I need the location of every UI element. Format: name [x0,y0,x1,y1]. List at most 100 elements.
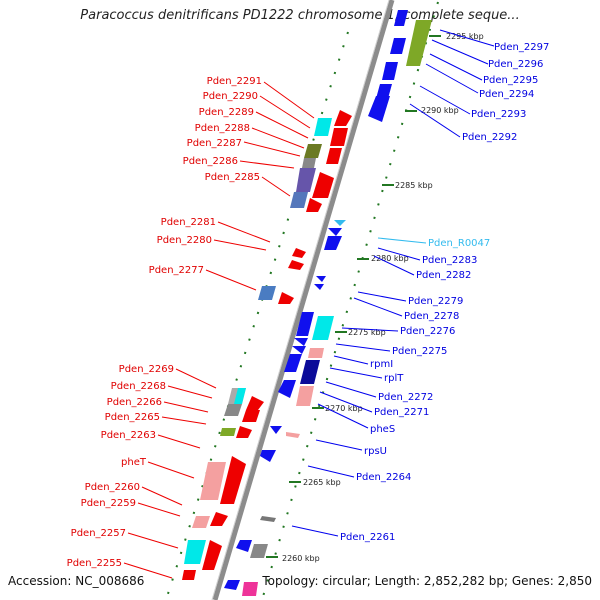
gene-block[interactable] [304,144,322,158]
gene-label-right[interactable]: Pden_2278 [404,311,459,322]
gene-block[interactable] [286,432,300,438]
connector [251,127,305,149]
gene-label-right[interactable]: Pden_2271 [374,407,429,418]
gene-label-rna[interactable]: Pden_R0047 [428,238,490,249]
gene-label-right[interactable]: rpsU [364,446,387,457]
gene-arrow[interactable] [236,426,252,438]
gene-label-right[interactable]: Pden_2297 [494,42,549,53]
gene-arrow[interactable] [224,580,240,590]
gene-block[interactable] [284,354,302,372]
gene-block[interactable] [182,570,196,580]
gene-block[interactable] [296,386,314,406]
gene-block[interactable] [382,62,398,80]
gene-arrow[interactable] [292,346,306,354]
gene-label-left[interactable]: Pden_2286 [183,156,238,167]
gene-label-right[interactable]: Pden_2283 [422,255,477,266]
gene-arrow[interactable] [294,338,308,346]
gene-block[interactable] [296,312,314,336]
gene-label-left[interactable]: Pden_2260 [85,482,140,493]
gene-arrow[interactable] [312,172,334,198]
gene-arrow[interactable] [260,450,276,462]
gene-label-left[interactable]: Pden_2287 [187,138,242,149]
gene-block[interactable] [330,128,348,146]
gene-arrow[interactable] [328,228,342,236]
gene-label-right[interactable]: Pden_2275 [392,346,447,357]
connector [333,355,369,365]
gene-block[interactable] [324,236,342,250]
gene-arrow[interactable] [246,396,264,410]
gene-label-right[interactable]: Pden_2261 [340,532,395,543]
gene-arrow[interactable] [288,260,304,270]
gene-arrow[interactable] [314,284,324,290]
gene-block[interactable] [394,10,408,26]
gene-block[interactable] [192,516,210,528]
gene-block[interactable] [290,192,308,208]
gene-arrow[interactable] [202,540,222,570]
gene-block[interactable] [390,38,406,54]
gene-label-left[interactable]: Pden_2266 [107,397,162,408]
gene-block[interactable] [308,348,324,358]
gene-block[interactable] [326,148,342,164]
gene-label-left[interactable]: Pden_2289 [199,107,254,118]
gene-label-left[interactable]: Pden_2290 [203,91,258,102]
gene-arrow[interactable] [220,456,246,504]
gene-block[interactable] [258,286,276,300]
gene-label-left[interactable]: Pden_2269 [119,364,174,375]
connector [259,95,311,129]
gene-block[interactable] [314,118,332,136]
gene-label-left[interactable]: Pden_2257 [71,528,126,539]
gene-label-right[interactable]: Pden_2279 [408,296,463,307]
gene-label-left[interactable]: Pden_2285 [205,172,260,183]
gene-label-left[interactable]: Pden_2291 [207,76,262,87]
gene-label-right[interactable]: Pden_2264 [356,472,411,483]
gene-block[interactable] [406,20,432,66]
rna-gene[interactable] [334,220,346,226]
gene-label-right[interactable]: Pden_2276 [400,326,455,337]
gene-block[interactable] [200,462,226,500]
gene-block[interactable] [296,168,316,192]
gene-arrow[interactable] [292,248,306,258]
gene-block[interactable] [184,540,206,564]
gene-label-right[interactable]: Pden_2272 [378,392,433,403]
gene-label-right[interactable]: rpmI [370,359,393,370]
gene-label-right[interactable]: Pden_2294 [479,89,534,100]
gene-block[interactable] [242,582,258,596]
gene-label-right[interactable]: Pden_2292 [462,132,517,143]
gene-arrow[interactable] [306,198,322,212]
gene-block[interactable] [260,516,276,522]
gene-label-right[interactable]: Pden_2296 [488,59,543,70]
gene-arrow[interactable] [236,540,252,552]
gene-arrow[interactable] [270,426,282,434]
connector [243,141,301,157]
gene-label-right[interactable]: Pden_2295 [483,75,538,86]
gene-label-left[interactable]: pheT [121,457,147,468]
gene-label-right[interactable]: Pden_2282 [416,270,471,281]
gene-label-left[interactable]: Pden_2255 [67,558,122,569]
gene-label-left[interactable]: Pden_2263 [101,430,156,441]
gene-label-left[interactable]: Pden_2281 [161,217,216,228]
gene-label-left[interactable]: Pden_2288 [195,123,250,134]
connector [263,81,315,119]
gene-label-left[interactable]: Pden_2280 [157,235,212,246]
gene-arrow[interactable] [316,276,326,282]
gene-label-left[interactable]: Pden_2277 [149,265,204,276]
gene-block[interactable] [250,544,268,558]
gene-label-right[interactable]: Pden_2293 [471,109,526,120]
gene-block[interactable] [234,388,246,404]
gene-arrow[interactable] [210,512,228,526]
gene-block[interactable] [242,410,260,422]
gene-arrow[interactable] [278,380,296,398]
gene-block[interactable] [220,428,236,436]
gene-arrow[interactable] [334,110,352,126]
gene-block[interactable] [312,316,334,340]
gene-arrow[interactable] [368,96,390,122]
gene-label-right[interactable]: rplT [384,373,404,384]
gene-block[interactable] [302,158,316,168]
gene-label-left[interactable]: Pden_2268 [111,381,166,392]
gene-block[interactable] [300,360,320,384]
gene-label-left[interactable]: Pden_2265 [105,412,160,423]
gene-label-left[interactable]: Pden_2259 [81,498,136,509]
gene-block[interactable] [224,404,242,416]
gene-label-right[interactable]: pheS [370,424,395,435]
gene-arrow[interactable] [278,292,294,304]
